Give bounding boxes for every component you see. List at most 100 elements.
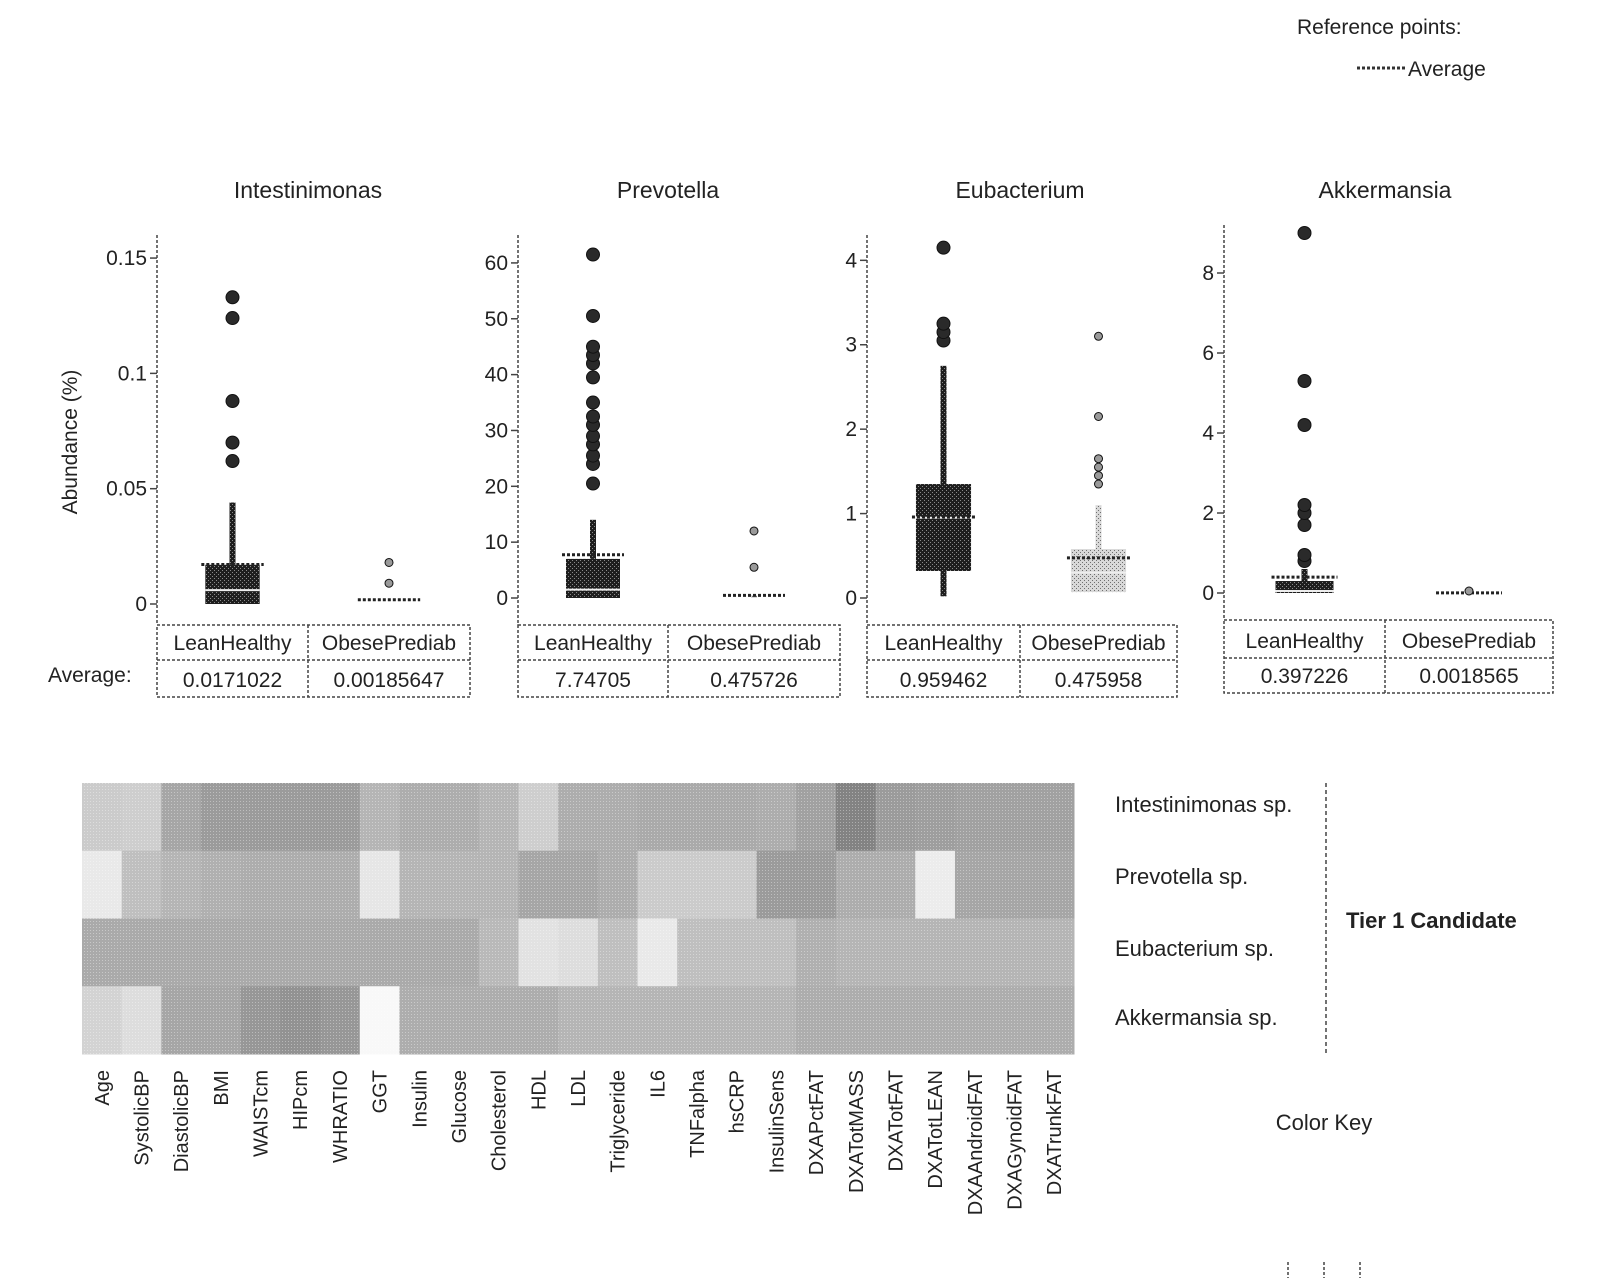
group-label: ObesePrediab <box>1402 630 1536 653</box>
y-tick-label: 4 <box>845 249 857 272</box>
heatmap-row-label: Eubacterium sp. <box>1115 936 1274 961</box>
group-label: ObesePrediab <box>1031 632 1165 655</box>
outlier-point <box>1297 518 1312 532</box>
group-obeseprediab <box>1066 331 1131 593</box>
panel-title: Prevotella <box>617 177 719 203</box>
box-iqr <box>915 484 972 571</box>
heatmap-column-label: DXAGynoidFAT <box>1004 1070 1026 1210</box>
heatmap-row-label: Intestinimonas sp. <box>1115 792 1292 817</box>
panel-akkermansia: Akkermansia 0 2 4 6 8 LeanHealthy 0.397226 Obese… <box>1202 177 1554 694</box>
y-tick-label: 2 <box>845 418 857 441</box>
group-leanhealthy <box>201 290 264 604</box>
heatmap-column-label: hsCRP <box>727 1070 749 1133</box>
heatmap: Age SystolicBP DiastolicBP BMI WAISTcm HIPcm W… <box>82 783 1517 1278</box>
reference-title: Reference points: <box>1297 16 1462 39</box>
heatmap-column-label: TNFalpha <box>687 1069 709 1158</box>
heatmap-column-label: DXAPctFAT <box>806 1070 828 1175</box>
outlier-point <box>1094 462 1103 472</box>
outlier-point <box>936 240 951 255</box>
outlier-point <box>1297 418 1312 432</box>
y-tick-label: 40 <box>485 364 508 387</box>
reference-legend: Reference points: Average <box>1297 16 1486 81</box>
group-obeseprediab <box>1436 586 1502 596</box>
table-frame <box>517 624 841 698</box>
outlier-point <box>586 370 600 385</box>
average-table: LeanHealthy 0.0171022 ObesePrediab 0.001856… <box>156 624 471 698</box>
y-tick-label: 0 <box>135 593 147 616</box>
group-label: LeanHealthy <box>1246 630 1364 653</box>
average-value: 0.475958 <box>1055 669 1143 692</box>
outlier-point <box>1094 479 1103 489</box>
heatmap-column-label: WAISTcm <box>251 1070 273 1157</box>
outlier-point <box>225 454 240 469</box>
heatmap-column-label: LDL <box>568 1070 590 1107</box>
heatmap-row-label: Akkermansia sp. <box>1115 1005 1278 1030</box>
heatmap-column-label: DXATotMASS <box>846 1070 868 1193</box>
outlier-point <box>586 339 600 354</box>
y-tick-label: 3 <box>845 334 857 357</box>
heatmap-column-label: SystolicBP <box>132 1070 154 1166</box>
heatmap-column-label: InsulinSens <box>766 1070 788 1173</box>
outlier-point <box>225 290 240 305</box>
average-value: 0.397226 <box>1261 665 1349 688</box>
y-tick-label: 60 <box>485 252 508 275</box>
y-tick-label: 0 <box>496 587 508 610</box>
group-leanhealthy <box>911 240 976 597</box>
average-row-label: Average: <box>48 664 132 687</box>
outlier-point <box>384 578 394 588</box>
table-frame <box>866 624 1178 698</box>
y-tick-label: 0.05 <box>106 478 147 501</box>
y-tick-label: 30 <box>485 419 508 442</box>
heatmap-column-label: GGT <box>370 1070 392 1113</box>
whisker-upper <box>1301 569 1308 581</box>
y-tick-label: 10 <box>485 531 508 554</box>
y-tick-label: 0 <box>845 587 857 610</box>
outlier-point <box>749 562 759 572</box>
box-iqr <box>205 564 260 604</box>
group-label: LeanHealthy <box>885 632 1003 655</box>
heatmap-column-label: DXAAndroidFAT <box>965 1070 987 1215</box>
heatmap-column-label: BMI <box>211 1070 233 1106</box>
tier-label: Tier 1 Candidate <box>1346 908 1517 933</box>
group-label: LeanHealthy <box>174 632 292 655</box>
average-legend-label: Average <box>1408 58 1486 81</box>
table-frame <box>1223 619 1554 694</box>
y-tick-label: 8 <box>1202 262 1214 285</box>
average-table: LeanHealthy 7.74705 ObesePrediab 0.475726 <box>517 624 841 698</box>
group-leanhealthy <box>1271 226 1338 593</box>
panel-eubacterium: Eubacterium 0 1 2 3 4 LeanHealthy 0.959462 Obese… <box>845 177 1178 698</box>
outlier-point <box>1094 331 1103 341</box>
average-value: 7.74705 <box>555 669 631 692</box>
whisker-lower <box>940 570 947 597</box>
heatmap-column-label: Insulin <box>409 1070 431 1128</box>
heatmap-column-label: DXATrunkFAT <box>1044 1070 1066 1195</box>
heatmap-texture <box>82 783 1074 1054</box>
outlier-point <box>1094 454 1103 464</box>
group-label: ObesePrediab <box>322 632 456 655</box>
outlier-point <box>225 311 240 326</box>
whisker-upper <box>229 502 236 565</box>
outlier-point <box>586 476 600 491</box>
outlier-point <box>1297 548 1312 562</box>
heatmap-column-label: Age <box>92 1070 114 1106</box>
outlier-point <box>1297 374 1312 388</box>
y-tick-label: 0.15 <box>106 247 147 270</box>
panel-title: Eubacterium <box>955 177 1084 203</box>
outlier-point <box>225 435 240 450</box>
heatmap-column-label: HDL <box>528 1070 550 1110</box>
table-frame <box>156 624 471 698</box>
panel-intestinimonas: Intestinimonas 0 0.05 0.1 0.15 LeanHealthy 0.0… <box>106 177 471 698</box>
group-obeseprediab <box>357 557 421 602</box>
outlier-point <box>225 394 240 409</box>
y-tick-label: 2 <box>1202 502 1214 525</box>
heatmap-column-label: WHRATIO <box>330 1070 352 1163</box>
outlier-point <box>586 308 600 323</box>
group-label: LeanHealthy <box>534 632 652 655</box>
heatmap-column-label: Triglyceride <box>608 1070 630 1173</box>
group-label: ObesePrediab <box>687 632 821 655</box>
panel-title: Akkermansia <box>1319 177 1452 203</box>
outlier-point <box>749 526 759 536</box>
outlier-point <box>1094 471 1103 481</box>
average-value: 0.0171022 <box>183 669 282 692</box>
